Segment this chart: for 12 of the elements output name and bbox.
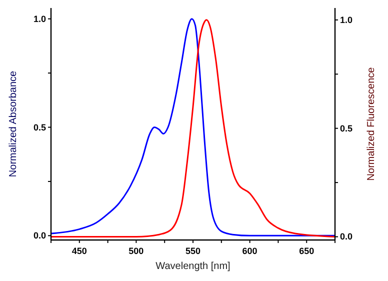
y2-tick-label: 1.0 <box>340 14 353 25</box>
x-tick-label: 600 <box>242 246 258 256</box>
y2-tick-label: 0.5 <box>340 123 353 134</box>
x-tick-label: 500 <box>128 246 144 256</box>
x-tick-label: 550 <box>185 246 201 256</box>
text: 0.0 <box>33 230 46 241</box>
x-axis-title: Wavelength [nm] <box>156 261 231 272</box>
y2-axis-title: Normalized Fluorescence <box>366 66 377 181</box>
y-axis-title: Normalized Absorbance <box>8 70 19 178</box>
x-tick-label: 450 <box>72 246 87 256</box>
x-tick-label: 650 <box>299 246 314 256</box>
y2-tick-label: 0.0 <box>340 232 353 242</box>
